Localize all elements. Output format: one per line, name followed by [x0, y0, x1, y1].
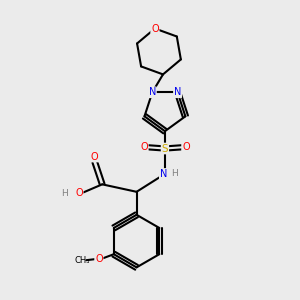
Text: N: N [148, 87, 156, 97]
Text: CH₃: CH₃ [74, 256, 90, 265]
Text: S: S [162, 143, 168, 154]
Text: N: N [174, 87, 181, 97]
Text: H: H [171, 169, 178, 178]
Text: O: O [91, 152, 99, 162]
Text: O: O [75, 188, 83, 198]
Text: O: O [151, 23, 159, 34]
Text: H: H [61, 189, 68, 198]
Text: O: O [140, 142, 148, 152]
Text: O: O [95, 254, 103, 264]
Text: O: O [182, 142, 190, 152]
Text: N: N [160, 169, 167, 179]
